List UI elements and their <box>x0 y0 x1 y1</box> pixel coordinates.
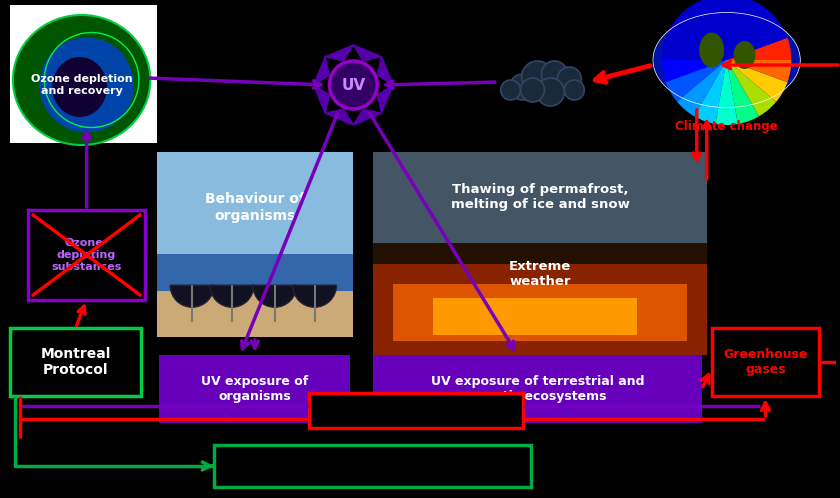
Wedge shape <box>727 60 787 102</box>
Polygon shape <box>377 85 393 113</box>
Text: Ozone-
depleting
substances: Ozone- depleting substances <box>51 239 122 271</box>
Bar <box>157 291 354 337</box>
Bar <box>10 5 157 143</box>
Ellipse shape <box>699 32 724 68</box>
Wedge shape <box>292 285 337 307</box>
Bar <box>10 328 141 396</box>
Polygon shape <box>354 109 381 125</box>
Ellipse shape <box>52 57 107 117</box>
Ellipse shape <box>733 41 755 69</box>
Wedge shape <box>727 60 776 117</box>
Circle shape <box>564 80 585 100</box>
Text: Montreal
Protocol: Montreal Protocol <box>40 347 111 377</box>
Circle shape <box>329 61 377 109</box>
Polygon shape <box>377 57 393 85</box>
Wedge shape <box>727 60 759 124</box>
Bar <box>393 284 687 341</box>
Wedge shape <box>716 60 738 125</box>
Text: UV: UV <box>341 78 365 93</box>
Ellipse shape <box>39 37 134 132</box>
Circle shape <box>521 78 544 102</box>
Bar <box>157 254 354 300</box>
Circle shape <box>542 61 567 87</box>
Circle shape <box>510 74 536 100</box>
Text: Ozone depletion
and recovery: Ozone depletion and recovery <box>31 74 133 96</box>
Ellipse shape <box>13 15 150 145</box>
Bar <box>373 355 701 423</box>
Wedge shape <box>210 285 254 307</box>
Wedge shape <box>662 38 727 82</box>
Text: UV exposure of terrestrial and
aquatic ecosystems: UV exposure of terrestrial and aquatic e… <box>431 375 644 403</box>
Bar <box>308 393 522 428</box>
Circle shape <box>501 80 521 100</box>
Bar <box>373 244 706 355</box>
Wedge shape <box>695 60 727 124</box>
Circle shape <box>558 67 581 91</box>
Text: Thawing of permafrost,
melting of ice and snow: Thawing of permafrost, melting of ice an… <box>450 183 629 211</box>
Bar <box>214 445 531 487</box>
Bar <box>160 355 350 423</box>
Text: Behaviour of
organisms: Behaviour of organisms <box>205 192 305 223</box>
Bar <box>373 263 706 355</box>
Wedge shape <box>727 38 791 60</box>
Wedge shape <box>666 60 727 102</box>
Circle shape <box>537 78 564 106</box>
Wedge shape <box>727 60 791 82</box>
Text: Climate change: Climate change <box>675 120 778 133</box>
Text: Extreme
weather: Extreme weather <box>509 260 571 288</box>
Wedge shape <box>171 285 214 307</box>
Wedge shape <box>677 60 727 117</box>
Wedge shape <box>253 285 297 307</box>
Polygon shape <box>325 45 354 61</box>
Circle shape <box>522 61 554 93</box>
Bar <box>433 298 637 335</box>
Polygon shape <box>325 109 354 125</box>
Bar <box>28 210 145 300</box>
Ellipse shape <box>653 12 801 108</box>
Bar <box>373 152 706 355</box>
Text: UV exposure of
organisms: UV exposure of organisms <box>202 375 308 403</box>
Polygon shape <box>313 57 329 85</box>
Bar <box>711 328 819 396</box>
Text: Greenhouse
gases: Greenhouse gases <box>723 348 807 376</box>
Wedge shape <box>662 0 787 60</box>
Polygon shape <box>354 45 381 61</box>
Polygon shape <box>313 85 329 113</box>
Bar <box>157 152 354 337</box>
